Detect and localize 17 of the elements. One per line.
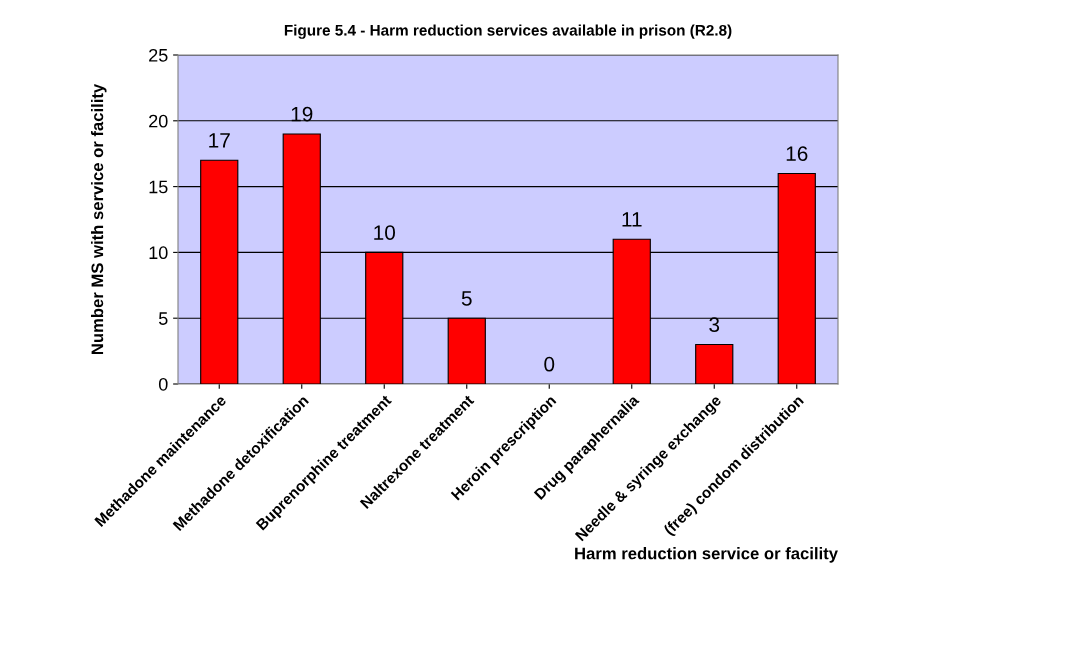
y-axis-title: Number MS with service or facility [90, 83, 107, 355]
y-tick-label: 25 [149, 48, 168, 62]
y-tick-label: 10 [149, 246, 168, 260]
data-label: 17 [209, 133, 230, 148]
y-tick-label: 5 [158, 312, 168, 325]
y-tick-label: 0 [158, 377, 168, 391]
data-label: 11 [622, 212, 642, 227]
data-label: 5 [461, 291, 472, 306]
y-tick-label: 20 [149, 114, 168, 128]
x-axis-title: Harm reduction service or facility [575, 547, 838, 563]
data-label: 3 [709, 317, 720, 333]
data-label: 16 [786, 146, 808, 161]
data-label: 0 [544, 356, 555, 372]
data-label: 10 [374, 225, 396, 240]
chart-title: Figure 5.4 - Harm reduction services available in prison (R2.8) [284, 24, 732, 39]
data-label: 19 [291, 106, 313, 122]
y-tick-label: 15 [149, 180, 168, 194]
